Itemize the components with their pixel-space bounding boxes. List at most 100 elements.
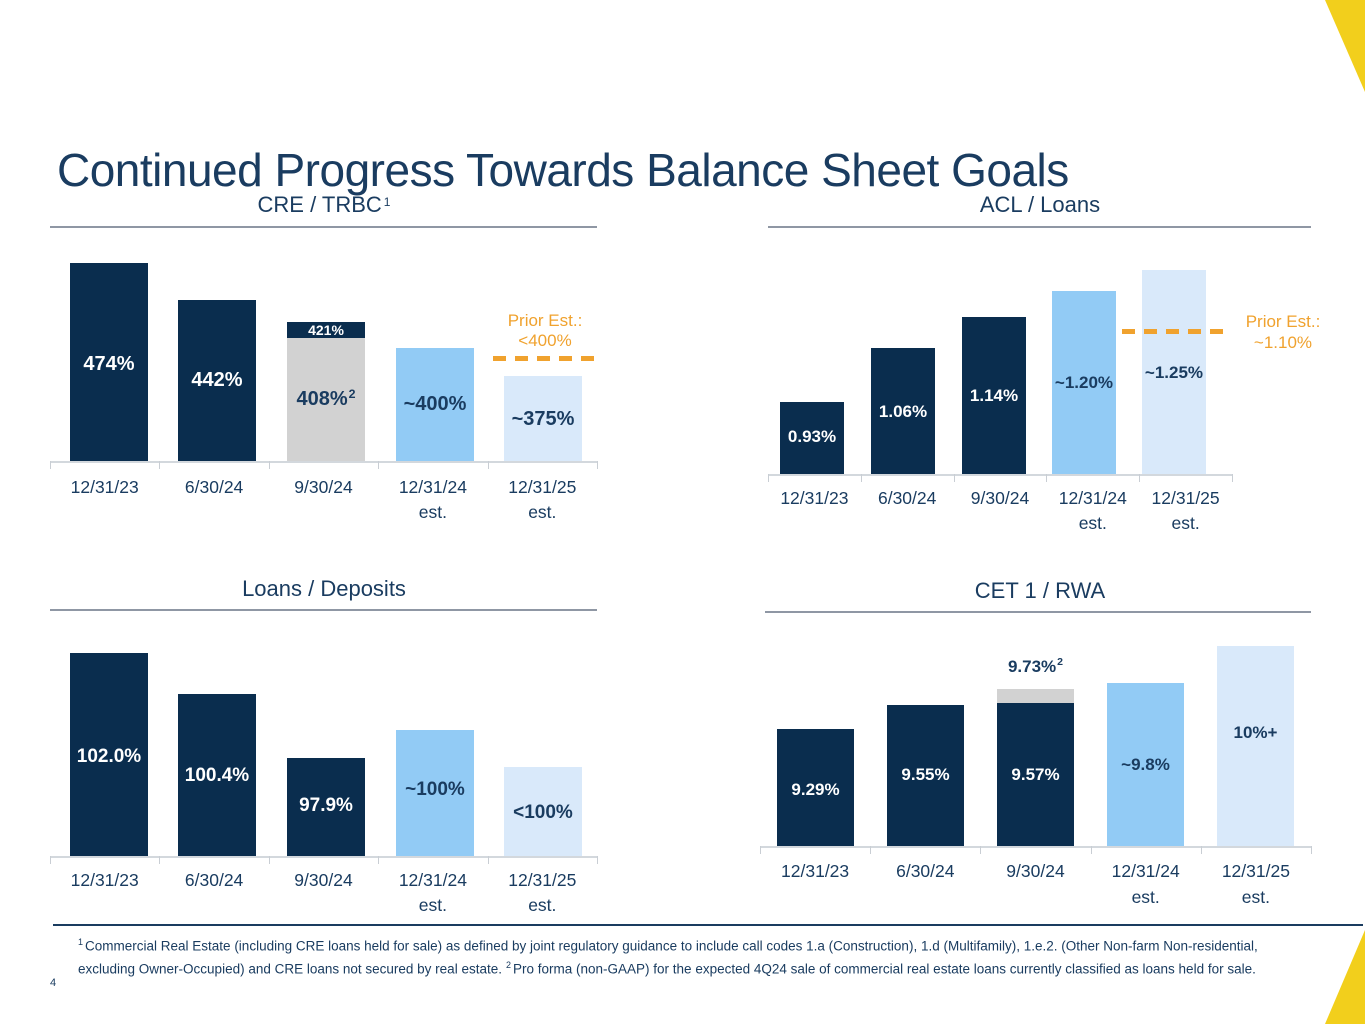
corner-accent-bottom-right <box>1325 930 1365 1024</box>
chart-title-underline <box>50 226 597 228</box>
x-axis-tick <box>487 856 489 864</box>
prior-estimate-dash-line <box>1122 329 1228 334</box>
bar-value-label: 102.0% <box>76 746 142 767</box>
x-axis-tick <box>50 461 51 469</box>
category-est-label: est. <box>418 502 447 522</box>
chart-title: Loans / Deposits <box>242 576 406 601</box>
page-title: Continued Progress Towards Balance Sheet… <box>57 143 1069 196</box>
bar-value-label: ~1.20% <box>1054 373 1114 392</box>
bar-value-label: ~400% <box>403 393 467 415</box>
x-axis-baseline <box>760 846 1311 848</box>
category-label: 12/31/23 <box>781 861 850 881</box>
x-axis-tick <box>268 856 270 864</box>
category-est-label: est. <box>528 502 557 522</box>
category-est-label: est. <box>1241 887 1270 907</box>
chart-title-underline <box>50 609 597 611</box>
bar-value-label: <100% <box>513 802 573 823</box>
x-axis-tick <box>268 461 270 469</box>
footnote: 1 Commercial Real Estate (including CRE l… <box>78 933 1300 978</box>
category-label: 6/30/24 <box>896 861 955 881</box>
bar-acl-loans-4 <box>1142 270 1206 474</box>
prior-estimate-label: Prior Est.: <box>507 311 583 330</box>
bar-value-label: 97.9% <box>299 795 353 816</box>
bar-cet1-rwa-0 <box>777 729 854 846</box>
category-label: 9/30/24 <box>294 870 353 890</box>
page-number: 4 <box>50 977 57 989</box>
bar-cap-label: 9.73%2 <box>1007 656 1064 676</box>
x-axis-tick <box>159 856 161 864</box>
bar-value-label: ~9.8% <box>1121 755 1170 774</box>
bar-cet1-rwa-3 <box>1107 683 1184 846</box>
bar-loans-deposits-3 <box>396 730 474 856</box>
x-axis-tick <box>860 474 862 482</box>
x-axis-tick <box>953 474 955 482</box>
bar-cre-trbc-2 <box>287 338 365 461</box>
x-axis-tick <box>1046 474 1048 482</box>
x-axis-tick <box>1311 846 1312 854</box>
footnote-divider <box>53 924 1363 926</box>
bar-cet1-rwa-4 <box>1217 646 1294 846</box>
bar-value-label: 1.14% <box>969 386 1019 405</box>
category-label: 12/31/25 <box>508 870 577 890</box>
category-est-label: est. <box>528 895 557 915</box>
bar-loans-deposits-1 <box>178 694 256 856</box>
x-axis-tick <box>378 856 380 864</box>
x-axis-tick <box>487 461 489 469</box>
bar-acl-loans-2 <box>962 317 1026 474</box>
bar-value-label: 9.57% <box>1011 765 1060 784</box>
corner-accent-top-right <box>1325 0 1365 92</box>
prior-estimate-value: <400% <box>518 331 572 350</box>
bar-acl-loans-3 <box>1052 291 1116 474</box>
bar-loans-deposits-4 <box>504 767 582 856</box>
footnote-text-1: Commercial Real Estate (including CRE lo… <box>78 938 1258 977</box>
chart-title: CET 1 / RWA <box>974 578 1106 603</box>
category-est-label: est. <box>1131 887 1160 907</box>
category-label: 12/31/25 <box>1151 488 1220 508</box>
x-axis-tick <box>1200 846 1202 854</box>
bar-cre-trbc-0 <box>70 263 148 461</box>
bar-loans-deposits-0 <box>70 653 148 856</box>
x-axis-tick <box>597 461 598 469</box>
bar-value-label: 0.93% <box>787 427 837 446</box>
bar-value-label: 100.4% <box>184 765 250 786</box>
x-axis-tick <box>1090 846 1092 854</box>
bar-acl-loans-1 <box>871 348 935 474</box>
bar-value-label: 442% <box>191 369 243 391</box>
x-axis-baseline <box>50 461 597 463</box>
bar-loans-deposits-2 <box>287 758 365 856</box>
category-label: 12/31/24 <box>1111 861 1180 881</box>
bar-cre-trbc-3 <box>396 348 474 461</box>
category-label: 12/31/25 <box>508 477 577 497</box>
category-label: 12/31/24 <box>398 477 467 497</box>
footnote-marker-2: 2 <box>505 959 511 970</box>
bar-cap-cre-trbc <box>287 322 365 338</box>
superscript-marker: 2 <box>1057 656 1064 668</box>
prior-estimate-value: ~1.10% <box>1253 333 1313 352</box>
category-est-label: est. <box>418 895 447 915</box>
prior-estimate-label: Prior Est.: <box>1245 312 1321 331</box>
category-label: 6/30/24 <box>877 488 937 508</box>
category-label: 12/31/24 <box>398 870 467 890</box>
category-label: 9/30/24 <box>294 477 353 497</box>
bar-value-label: 408%2 <box>296 387 356 410</box>
superscript-marker: 2 <box>348 387 356 401</box>
bar-value-label: 9.29% <box>791 780 840 799</box>
prior-estimate-dash-line <box>493 356 597 361</box>
bar-cet1-rwa-2 <box>997 703 1074 846</box>
superscript-marker: 1 <box>383 195 391 209</box>
category-label: 9/30/24 <box>1006 861 1065 881</box>
category-label: 9/30/24 <box>970 488 1030 508</box>
bar-value-label: ~375% <box>511 408 575 430</box>
bar-value-label: 10%+ <box>1233 723 1278 742</box>
bar-value-label: ~100% <box>405 779 465 800</box>
footnote-marker-1: 1 <box>78 937 84 947</box>
category-label: 6/30/24 <box>184 477 244 497</box>
category-est-label: est. <box>1171 513 1200 533</box>
bar-value-label: 1.06% <box>878 402 928 421</box>
x-axis-tick <box>50 856 51 864</box>
category-label: 12/31/23 <box>780 488 849 508</box>
x-axis-baseline <box>50 856 597 858</box>
x-axis-baseline <box>768 474 1232 476</box>
bar-value-label: ~1.25% <box>1144 363 1204 382</box>
